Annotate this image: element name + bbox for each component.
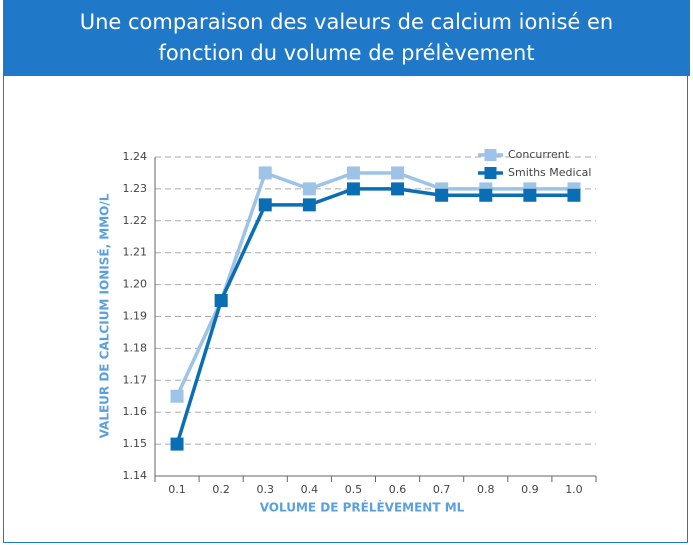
marker bbox=[567, 188, 581, 202]
y-tick-label: 1.23 bbox=[123, 182, 148, 195]
marker bbox=[170, 389, 184, 403]
x-tick-label: 0.8 bbox=[477, 483, 495, 496]
y-tick-label: 1.22 bbox=[123, 214, 148, 227]
y-tick-label: 1.24 bbox=[123, 150, 148, 163]
marker bbox=[435, 188, 449, 202]
legend-marker bbox=[484, 149, 497, 161]
chart-title: Une comparaison des valeurs de calcium i… bbox=[79, 10, 614, 65]
x-tick-label: 0.2 bbox=[212, 483, 230, 496]
series-line bbox=[175, 170, 574, 397]
x-tick-label: 0.4 bbox=[301, 483, 319, 496]
marker bbox=[391, 166, 405, 180]
y-tick-label: 1.21 bbox=[123, 246, 148, 259]
y-tick-label: 1.16 bbox=[123, 405, 148, 418]
frame bbox=[3, 0, 688, 543]
marker bbox=[258, 198, 272, 212]
marker bbox=[170, 437, 184, 451]
x-tick-label: 0.9 bbox=[521, 483, 539, 496]
marker bbox=[346, 182, 360, 196]
marker bbox=[479, 188, 493, 202]
x-axis-label: VOLUME DE PRÉLÈVEMENT ML bbox=[260, 500, 465, 515]
y-tick-label: 1.19 bbox=[123, 310, 148, 323]
legend-label: Smiths Medical bbox=[508, 166, 591, 179]
x-tick-label: 1.0 bbox=[565, 483, 583, 496]
y-tick-label: 1.14 bbox=[123, 469, 148, 482]
header: Une comparaison des valeurs de calcium i… bbox=[3, 0, 690, 76]
legend-label: Concurrent bbox=[508, 148, 570, 161]
marker bbox=[346, 166, 360, 180]
marker bbox=[302, 182, 316, 196]
y-tick-label: 1.20 bbox=[123, 278, 148, 291]
marker bbox=[523, 188, 537, 202]
y-tick-label: 1.17 bbox=[123, 373, 148, 386]
y-tick-label: 1.18 bbox=[123, 341, 148, 354]
x-tick-label: 0.5 bbox=[345, 483, 363, 496]
x-tick-label: 0.6 bbox=[389, 483, 407, 496]
marker bbox=[391, 182, 405, 196]
legend-marker bbox=[484, 167, 497, 179]
x-tick-label: 0.7 bbox=[433, 483, 451, 496]
marker bbox=[302, 198, 316, 212]
y-axis-label: VALEUR DE CALCIUM IONISÉ, MMO/L bbox=[97, 193, 112, 438]
series-line bbox=[175, 187, 574, 445]
marker bbox=[214, 294, 228, 308]
x-tick-label: 0.3 bbox=[257, 483, 275, 496]
x-tick-label: 0.1 bbox=[168, 483, 186, 496]
y-tick-label: 1.15 bbox=[123, 437, 148, 450]
marker bbox=[258, 166, 272, 180]
